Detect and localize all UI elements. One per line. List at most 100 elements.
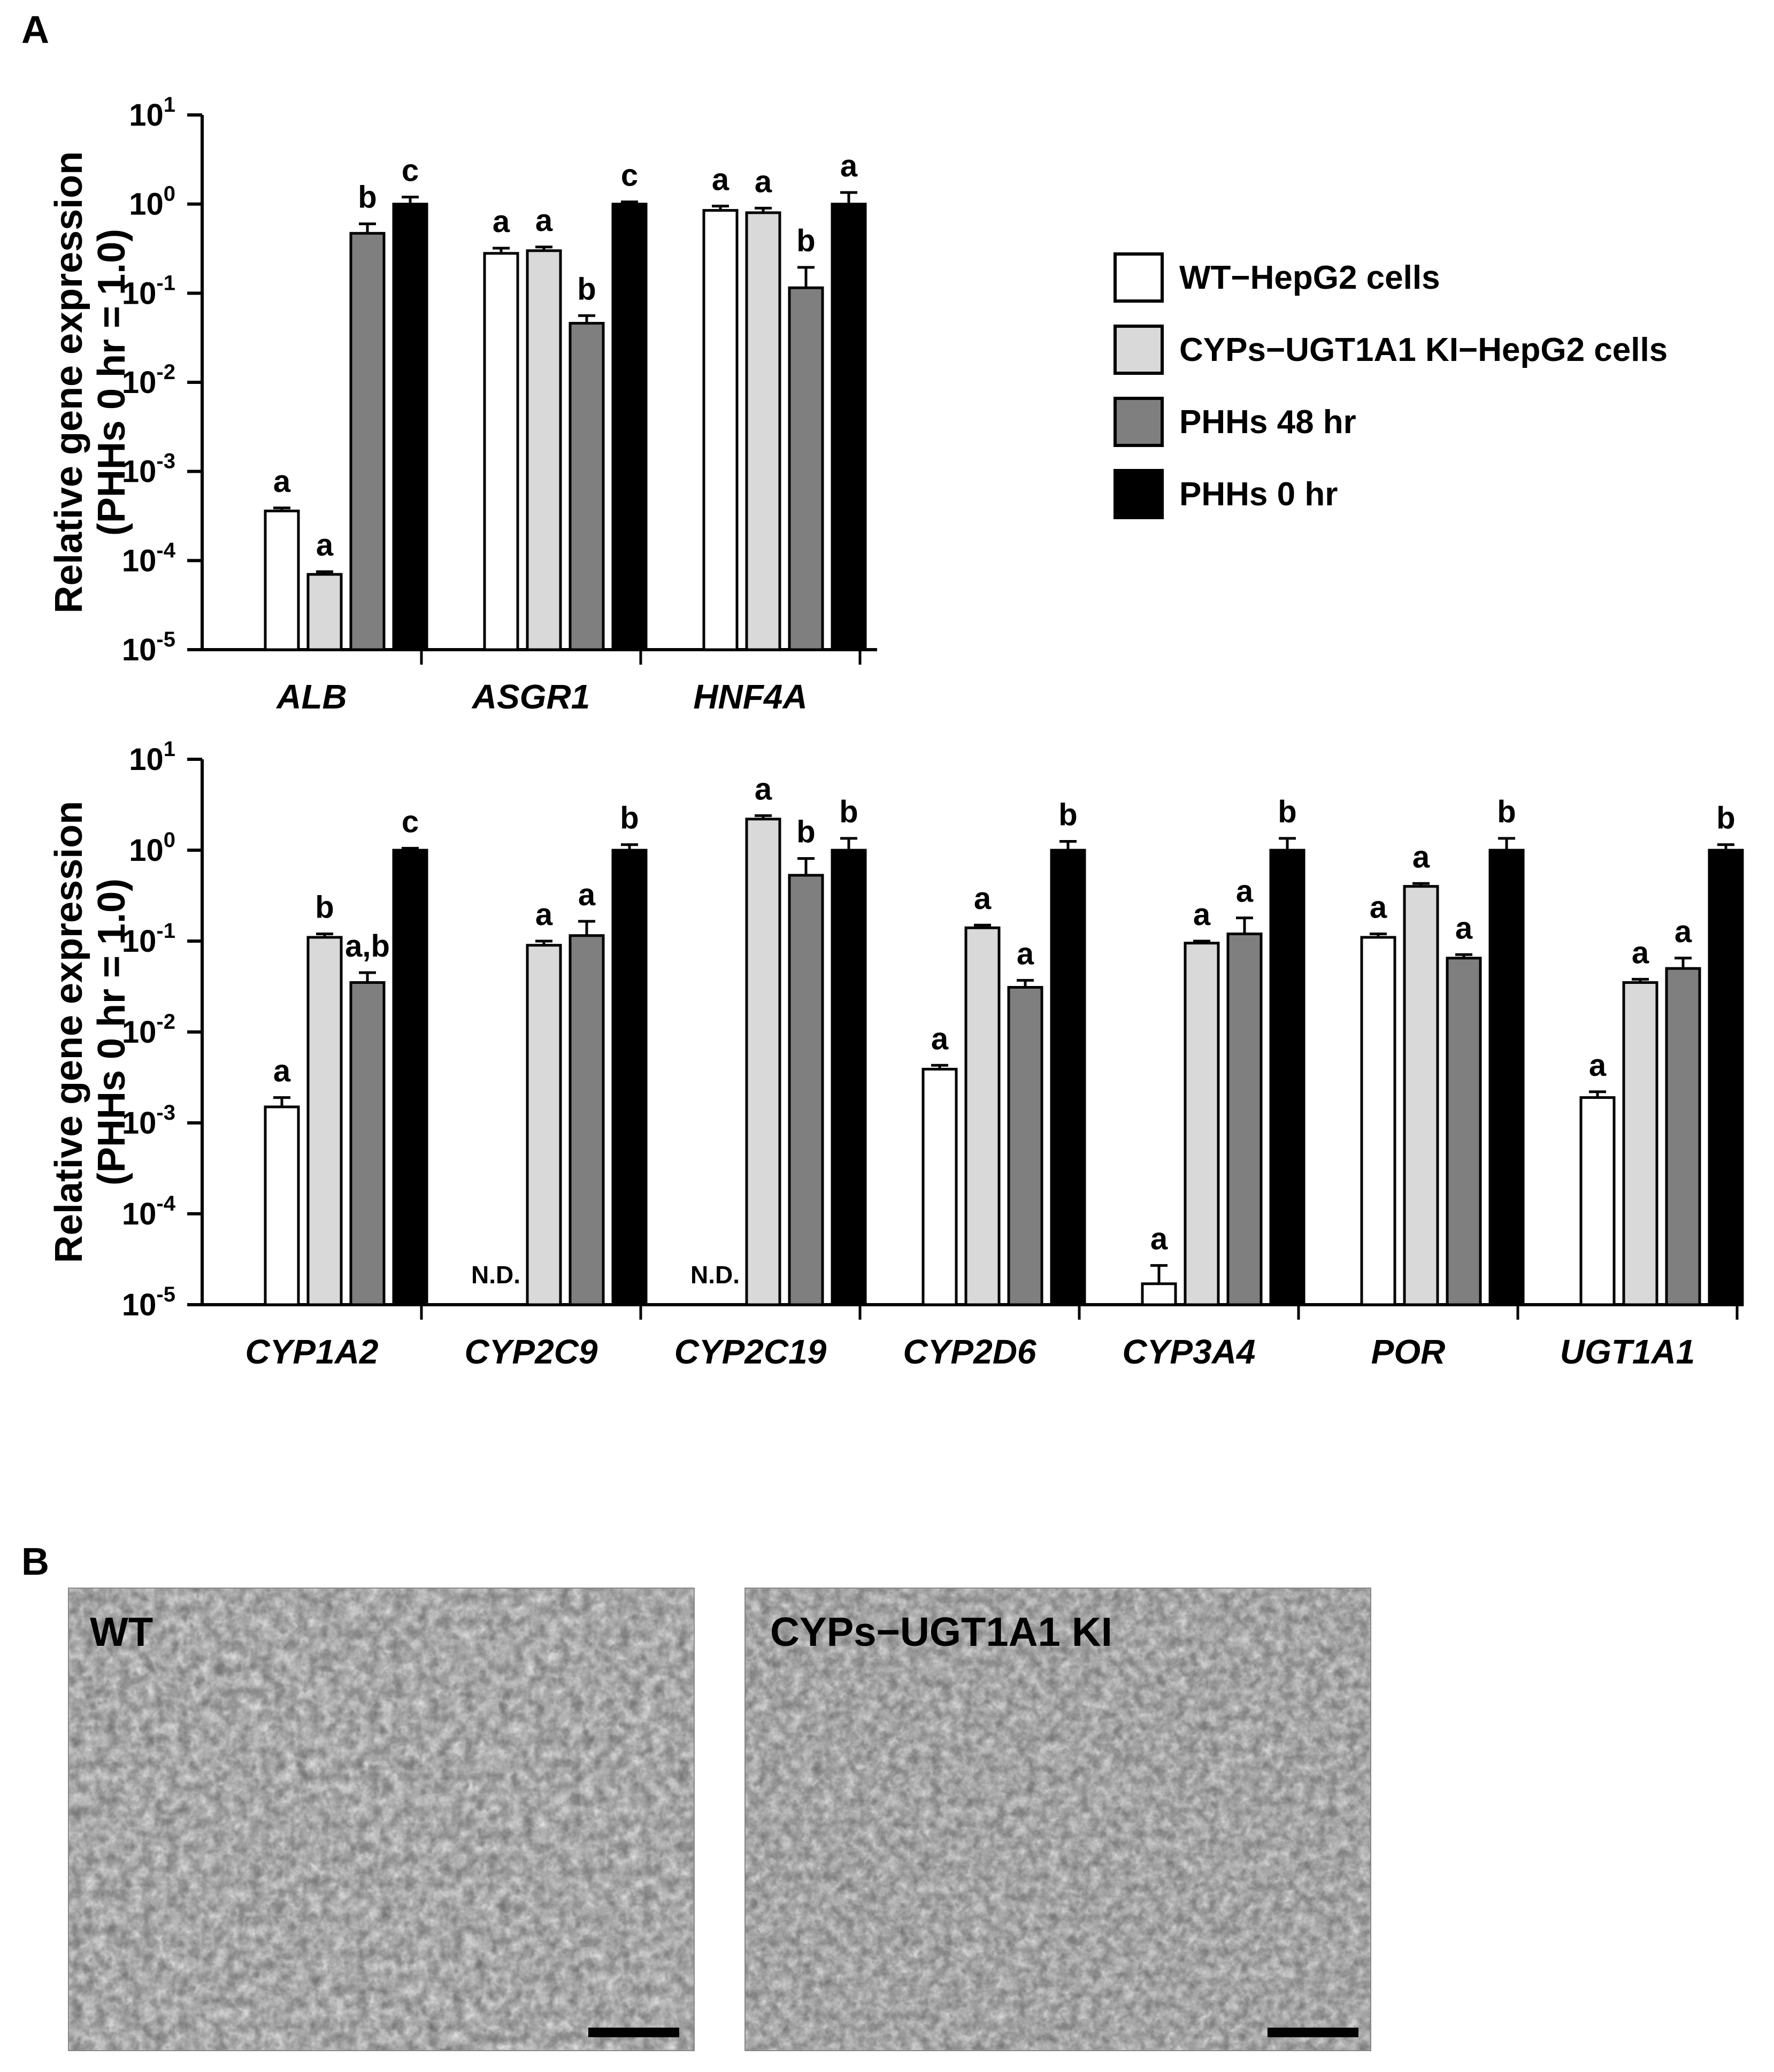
bar <box>1007 985 1043 1306</box>
x-tick-label: CYP2C9 <box>465 1332 598 1371</box>
bar <box>1403 885 1439 1306</box>
x-tick-label: UGT1A1 <box>1560 1332 1695 1371</box>
y-axis-title-line1: Relative gene expression <box>48 151 90 613</box>
chart-bottom: 101 100 10-1 10-2 10-3 10-4 10-5 Relative gene … <box>48 737 1744 1371</box>
bar <box>264 510 300 651</box>
bar <box>1184 942 1220 1306</box>
legend-swatch-phh48 <box>1113 397 1164 447</box>
y-tick-label: 10-1 <box>122 271 175 311</box>
y-tick-label: 101 <box>129 737 175 777</box>
y-tick-label: 100 <box>129 828 175 868</box>
bar <box>569 322 605 651</box>
significance-label: c <box>621 158 638 192</box>
bar <box>526 944 562 1306</box>
significance-label: a <box>1236 874 1254 909</box>
x-tick-label: ALB <box>275 677 347 716</box>
nd-label: N.D. <box>471 1261 520 1289</box>
significance-label: b <box>1716 801 1735 836</box>
bar <box>569 934 605 1306</box>
significance-label: c <box>402 153 419 188</box>
significance-label: c <box>402 804 419 839</box>
significance-label: a,b <box>345 929 390 964</box>
chart-top: 101 100 10-1 10-2 10-3 10-4 10-5 Relative gene … <box>48 93 877 716</box>
scale-bar-wt <box>588 2028 679 2037</box>
significance-label: a <box>493 204 510 239</box>
micrograph-ki: CYPs−UGT1A1 KI <box>744 1588 1371 2051</box>
bar <box>1579 1096 1616 1306</box>
bar <box>483 252 519 651</box>
panel-a-label: A <box>21 9 49 51</box>
bar <box>1360 936 1396 1306</box>
significance-label: a <box>1017 936 1034 971</box>
bar <box>349 981 386 1306</box>
y-axis-title-line2: (PHHs 0 hr = 1.0) <box>90 229 133 536</box>
significance-label: a <box>578 877 596 912</box>
legend-swatch-ki <box>1113 325 1164 375</box>
significance-label: a <box>712 162 729 197</box>
y-tick-label: 10-4 <box>122 1192 176 1231</box>
significance-label: a <box>974 881 992 916</box>
significance-label: b <box>796 224 815 258</box>
significance-label: a <box>1675 914 1692 949</box>
significance-label: a <box>1455 911 1473 945</box>
bar <box>1226 933 1263 1306</box>
significance-label: a <box>316 528 334 563</box>
significance-label: b <box>620 801 639 836</box>
significance-label: a <box>840 149 858 183</box>
scale-bar-ki <box>1268 2028 1358 2037</box>
bar <box>964 926 1001 1306</box>
legend-label-ki: CYPs−UGT1A1 KI−HepG2 cells <box>1179 332 1668 368</box>
bar <box>392 203 428 651</box>
bar <box>788 286 824 651</box>
x-tick-label: CYP1A2 <box>245 1332 379 1371</box>
significance-label: a <box>1632 935 1649 970</box>
significance-label: b <box>358 180 377 215</box>
bar <box>1665 967 1701 1306</box>
bar <box>1708 849 1744 1306</box>
y-axis-title-line1: Relative gene expression <box>48 801 90 1263</box>
x-tick-label: CYP3A4 <box>1123 1332 1256 1371</box>
bar <box>788 874 824 1306</box>
significance-label: a <box>755 772 772 806</box>
legend: WT−HepG2 cells CYPs−UGT1A1 KI−HepG2 cell… <box>1113 252 1668 519</box>
x-tick-label: POR <box>1371 1332 1446 1371</box>
bar <box>1141 1282 1177 1306</box>
significance-label: a <box>1370 890 1387 925</box>
bar <box>1446 957 1482 1306</box>
bar <box>306 573 343 651</box>
bar <box>611 849 648 1306</box>
significance-label: b <box>796 815 815 850</box>
significance-label: b <box>1058 798 1077 833</box>
bar <box>1622 981 1658 1306</box>
bar <box>831 203 867 651</box>
bar <box>611 203 648 651</box>
panel-b-label: B <box>21 1540 49 1583</box>
bar <box>264 1105 300 1306</box>
bar <box>1050 849 1086 1306</box>
bar <box>745 818 781 1306</box>
legend-label-phh0: PHHs 0 hr <box>1179 476 1338 513</box>
significance-label: b <box>577 272 596 306</box>
significance-label: b <box>1278 795 1296 829</box>
significance-label: b <box>839 795 858 829</box>
significance-label: a <box>535 897 553 932</box>
micrograph-ki-label: CYPs−UGT1A1 KI <box>770 1609 1112 1655</box>
legend-swatch-phh0 <box>1113 469 1164 519</box>
bar <box>392 849 428 1306</box>
x-tick-label: ASGR1 <box>471 677 590 716</box>
x-tick-label: CYP2D6 <box>903 1332 1036 1371</box>
nd-label: N.D. <box>690 1261 740 1289</box>
y-tick-label: 10-5 <box>122 1283 175 1322</box>
micrograph-wt-label: WT <box>90 1609 153 1655</box>
bar <box>306 936 343 1306</box>
significance-label: b <box>315 890 334 925</box>
y-tick-label: 101 <box>129 93 175 133</box>
bar <box>526 249 562 651</box>
x-tick-label: CYP2C19 <box>674 1332 827 1371</box>
bar <box>349 232 386 651</box>
bar <box>831 849 867 1306</box>
significance-label: a <box>1412 839 1430 874</box>
legend-swatch-wt <box>1113 252 1164 303</box>
y-axis-title-line2: (PHHs 0 hr = 1.0) <box>90 879 133 1185</box>
